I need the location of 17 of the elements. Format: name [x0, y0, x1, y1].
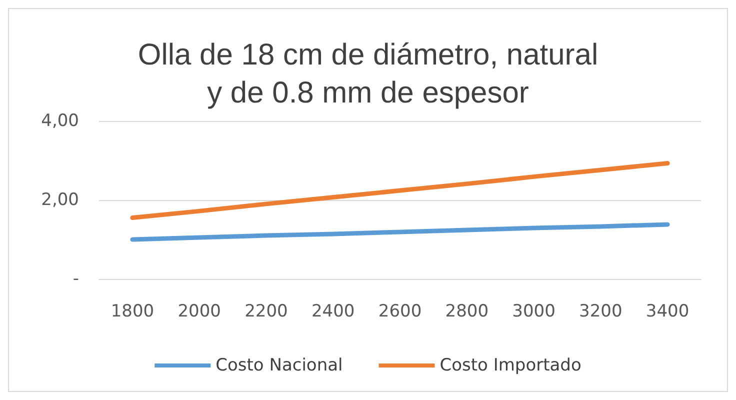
x-tick-label: 3400 [646, 302, 690, 322]
x-tick-label: 2800 [445, 302, 489, 322]
legend-label: Costo Importado [440, 356, 582, 376]
legend-label: Costo Nacional [216, 356, 343, 376]
y-tick-label: 2,00 [41, 190, 79, 210]
line-series [130, 222, 670, 242]
y-tick-label: 4,00 [41, 111, 79, 131]
chart-title: Olla de 18 cm de diámetro, natural y de 0.8 mm de espesor [138, 38, 598, 110]
x-tick-label: 3200 [579, 302, 622, 322]
x-tick-label: 1800 [110, 302, 154, 322]
line-series [130, 161, 670, 220]
x-tick-label: 2200 [244, 302, 288, 322]
x-tick-label: 3000 [512, 302, 556, 322]
y-tick-label: - [72, 269, 79, 289]
x-tick-label: 2000 [178, 302, 221, 322]
x-tick-label: 2600 [378, 302, 422, 322]
x-tick-label: 2400 [311, 302, 355, 322]
